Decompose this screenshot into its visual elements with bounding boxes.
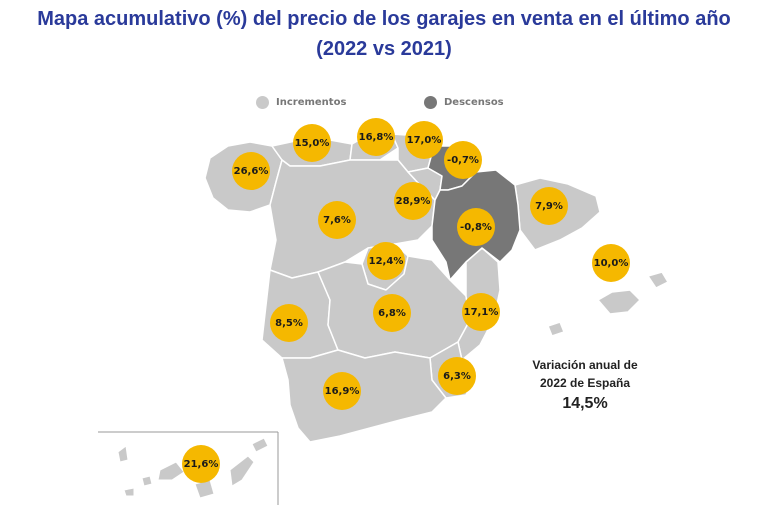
bubble-aragon: -0,8% [457, 208, 495, 246]
region-canarias-hierro [123, 487, 135, 497]
bubble-asturias: 15,0% [293, 124, 331, 162]
bubble-cataluna: 7,9% [530, 187, 568, 225]
region-canarias-la-palma [117, 445, 129, 463]
legend-decrease-label: Descensos [444, 97, 504, 108]
legend-increase-dot [256, 96, 269, 109]
region-baleares [597, 289, 641, 315]
bubble-castilla-la-mancha: 6,8% [373, 294, 411, 332]
legend-increase-label: Incrementos [276, 97, 347, 108]
region-canarias-lanzarote [251, 437, 269, 453]
bubble-castilla-y-leon: 7,6% [318, 201, 356, 239]
annotation-national-value: 14,5% [562, 395, 608, 412]
bubble-andalucia: 16,9% [323, 372, 361, 410]
bubble-murcia: 6,3% [438, 357, 476, 395]
bubble-comunidad-valenciana: 17,1% [462, 293, 500, 331]
annotation-line2: 2022 de España [539, 376, 631, 390]
legend-decrease-dot [424, 96, 437, 109]
bubble-galicia: 26,6% [232, 152, 270, 190]
region-canarias-tenerife [157, 461, 185, 481]
bubble-navarra: -0,7% [444, 141, 482, 179]
region-andalucia [281, 349, 447, 443]
map-title: Mapa acumulativo (%) del precio de los g… [37, 8, 731, 30]
region-canarias-fuerteventura [229, 455, 255, 487]
bubble-cantabria: 16,8% [357, 118, 395, 156]
bubble-baleares: 10,0% [592, 244, 630, 282]
canarias-inset-frame [98, 431, 279, 505]
annotation-line1: Variación anual de [532, 358, 638, 372]
region-baleares-ibiza [547, 321, 565, 337]
map-subtitle: (2022 vs 2021) [316, 38, 452, 60]
bubble-la-rioja: 28,9% [394, 182, 432, 220]
bubble-madrid: 12,4% [367, 242, 405, 280]
bubble-pais-vasco: 17,0% [405, 121, 443, 159]
bubble-extremadura: 8,5% [270, 304, 308, 342]
region-baleares-menorca [647, 271, 669, 289]
region-canarias-gomera [141, 475, 153, 487]
bubble-canarias: 21,6% [182, 445, 220, 483]
